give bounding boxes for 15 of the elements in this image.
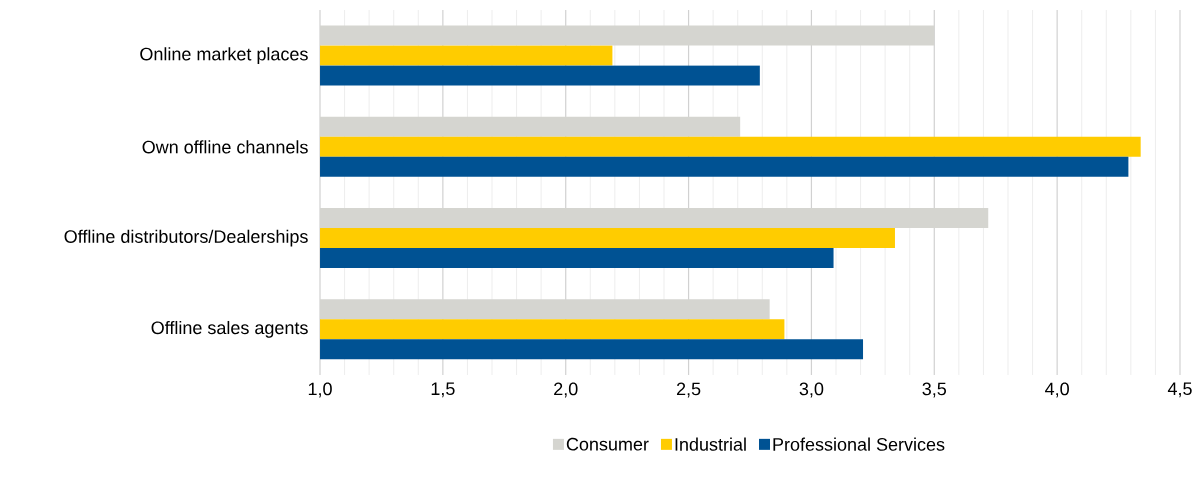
legend-label: Professional Services (773, 437, 945, 451)
x-tick-label: 4,0 (1045, 382, 1069, 398)
x-tick-label: 1,0 (308, 382, 332, 398)
legend-label: Consumer (566, 437, 649, 451)
y-tick-label: Offline sales agents (151, 320, 308, 338)
y-tick-label: Own offline channels (142, 140, 308, 154)
x-tick-label: 4,5 (1167, 382, 1192, 398)
x-tick-label: 1,5 (431, 382, 455, 398)
x-tick-label: 2,0 (554, 382, 578, 398)
x-tick-label: 3,0 (799, 382, 824, 398)
legend-label: Industrial (675, 437, 746, 451)
y-tick-label: Offline distributors/Dealerships (64, 229, 308, 247)
x-tick-label: 3,5 (922, 382, 947, 398)
x-tick-label: 2,5 (676, 382, 701, 398)
y-tick-label: Online market places (140, 47, 308, 65)
